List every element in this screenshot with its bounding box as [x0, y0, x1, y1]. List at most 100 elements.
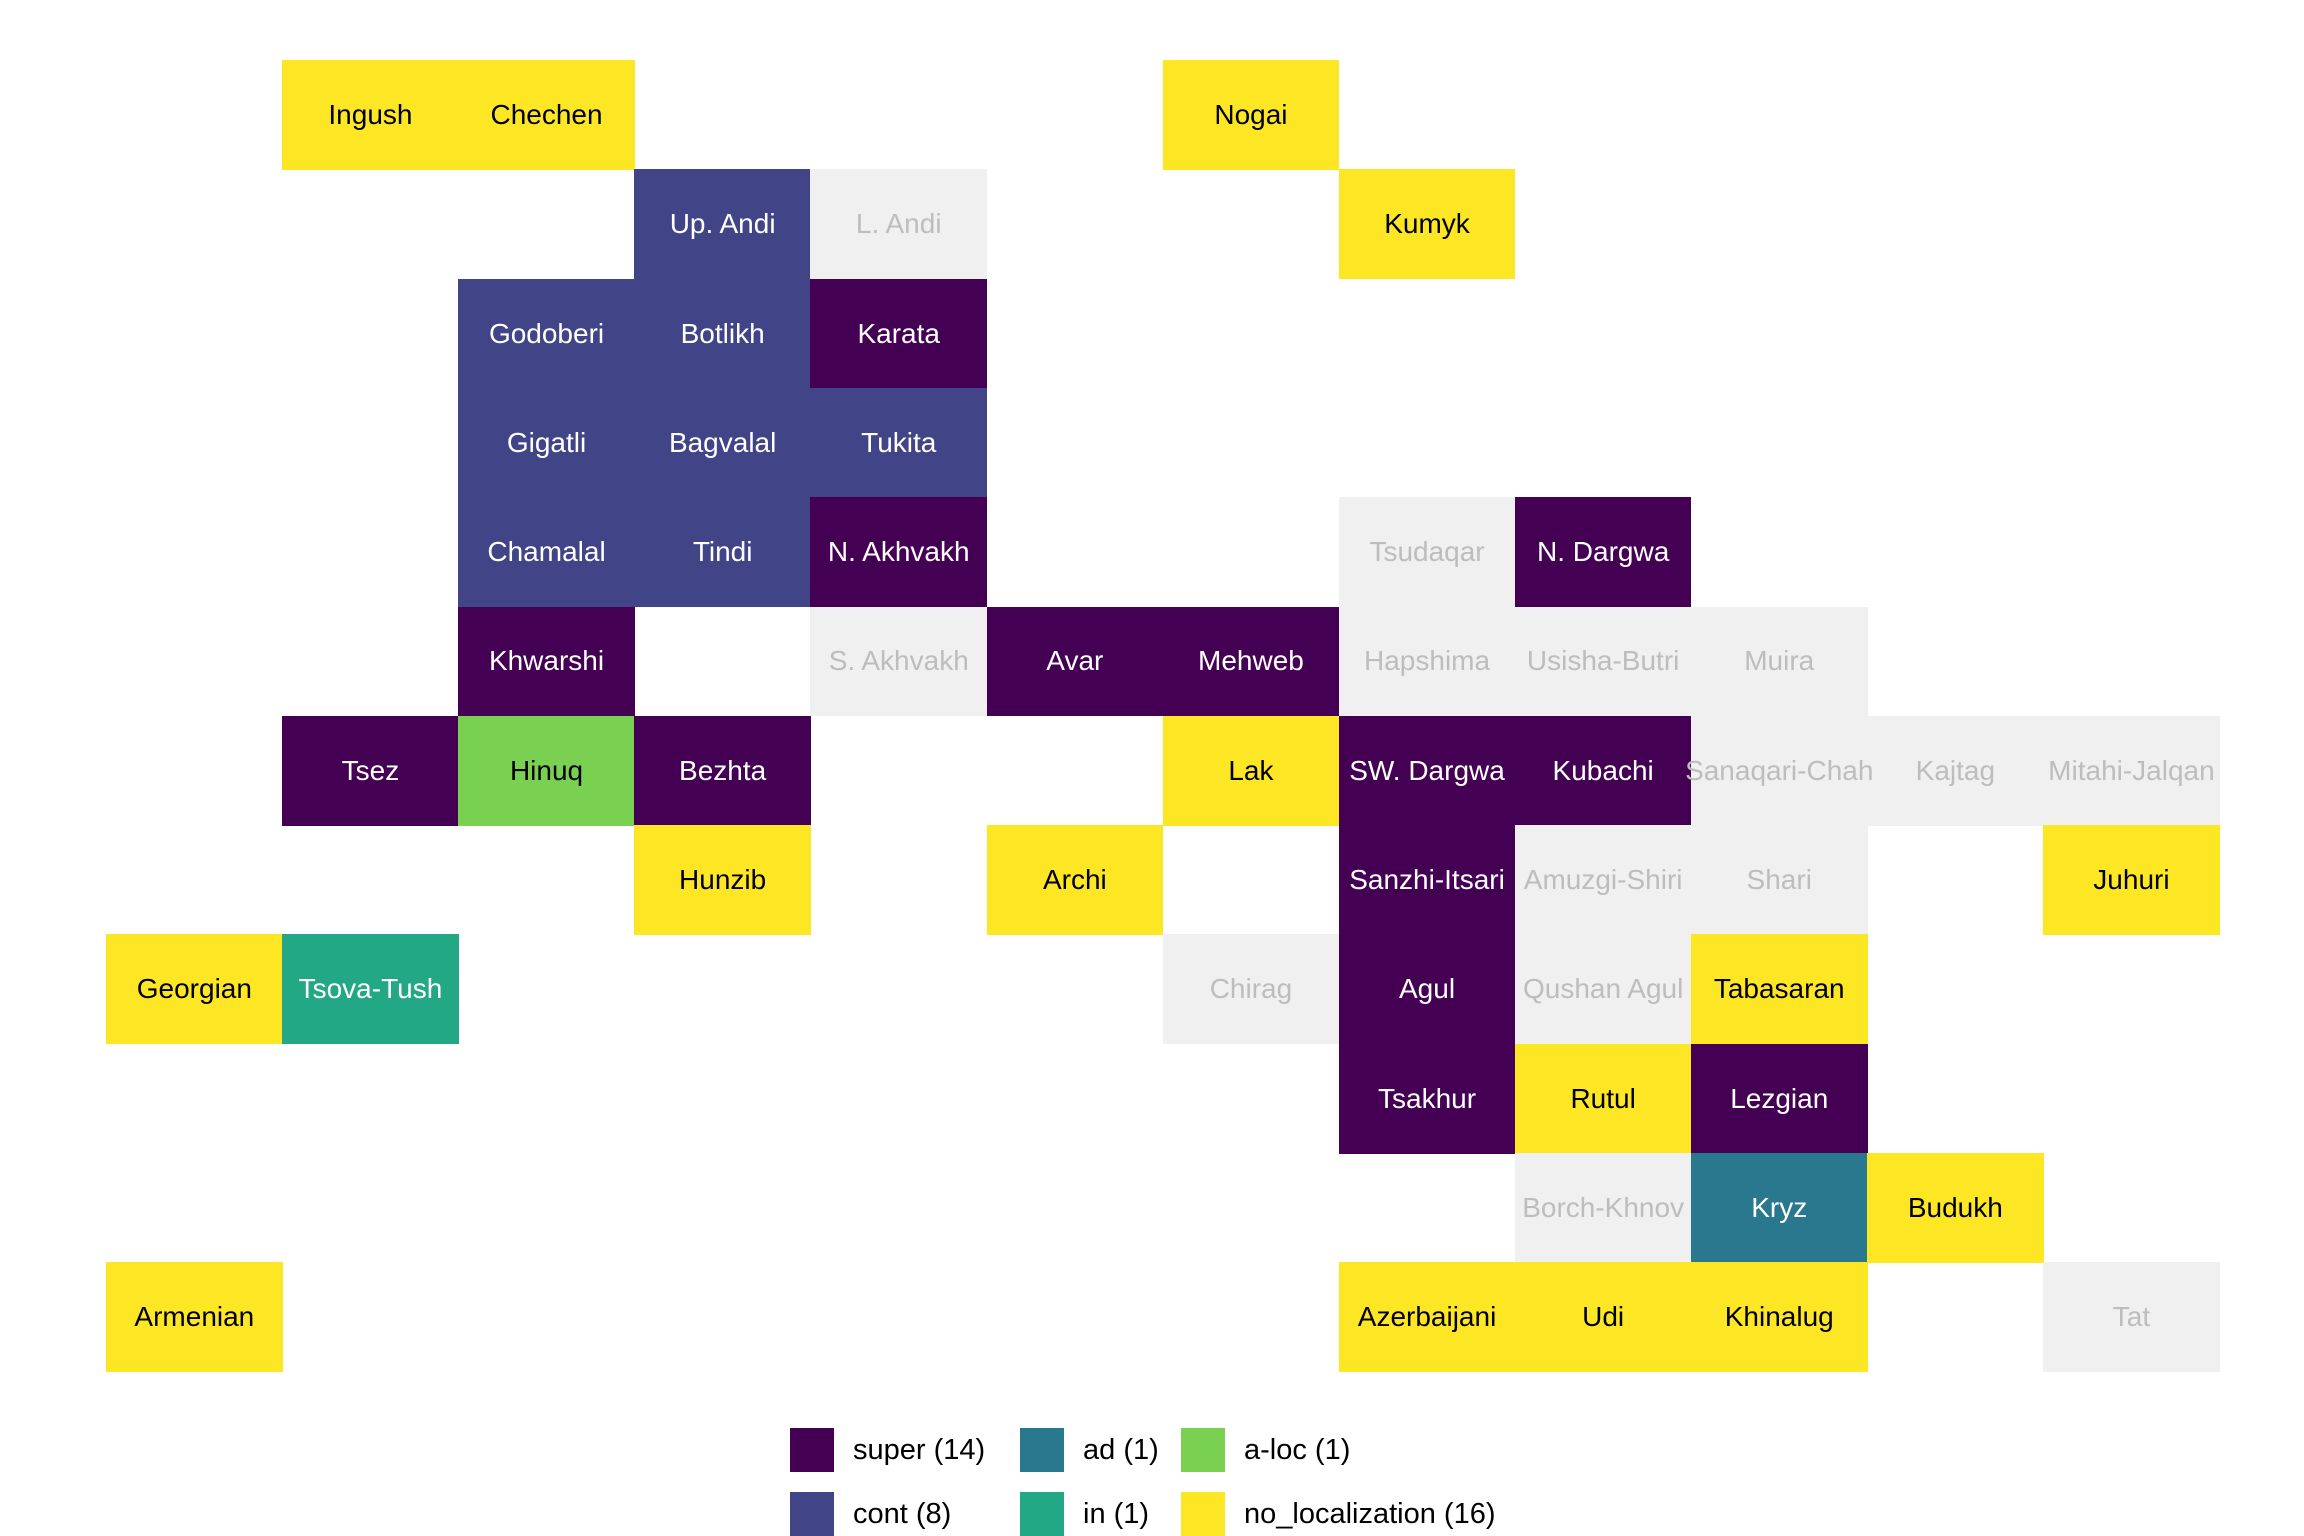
cell-label: Shari — [1746, 864, 1812, 896]
cell-chirag: Chirag — [1162, 934, 1340, 1045]
cell-label: Khwarshi — [488, 645, 605, 677]
cell-label: Lak — [1228, 754, 1274, 786]
cell-hinuq: Hinuq — [458, 715, 635, 826]
cell-azerbaijani: Azerbaijani — [1338, 1262, 1516, 1373]
cell-label: Muira — [1744, 645, 1815, 677]
cell-label: Botlikh — [680, 317, 765, 349]
cell-label: Agul — [1399, 973, 1456, 1005]
cell-hunzib: Hunzib — [634, 825, 811, 935]
legend-swatch-super — [790, 1428, 834, 1472]
cell-label: Borch-Khnov — [1522, 1191, 1685, 1223]
cell-label: Chamalal — [487, 536, 606, 568]
cell-qushan-agul: Qushan Agul — [1514, 934, 1692, 1045]
cell-label: Bagvalal — [668, 426, 777, 458]
cell-s-akhvakh: S. Akhvakh — [810, 606, 988, 717]
cell-ingush: Ingush — [282, 60, 459, 170]
cell-lezgian: Lezgian — [1690, 1043, 1868, 1154]
cell-label: Usisha-Butri — [1526, 645, 1680, 677]
cell-label: Tukita — [861, 426, 937, 458]
cell-tsudaqar: Tsudaqar — [1338, 497, 1516, 608]
cell-label: Georgian — [136, 973, 252, 1005]
cell-sanaqari-chah: Sanaqari-Chah — [1685, 715, 1873, 826]
cell-botlikh: Botlikh — [634, 278, 811, 389]
cell-label: Avar — [1046, 645, 1104, 677]
cell-tabasaran: Tabasaran — [1690, 934, 1868, 1045]
cell-label: Mitahi-Jalqan — [2048, 754, 2215, 786]
cell-label: Tsakhur — [1378, 1082, 1477, 1114]
cell-agul: Agul — [1338, 934, 1516, 1045]
cell-avar: Avar — [986, 606, 1164, 717]
cell-label: Azerbaijani — [1357, 1301, 1497, 1333]
cell-label: Sanaqari-Chah — [1685, 754, 1874, 786]
legend-label-no-localization: no_localization (16) — [1244, 1497, 1496, 1530]
cell-n-dargwa: N. Dargwa — [1514, 497, 1692, 608]
cell-label: Mehweb — [1198, 645, 1304, 677]
cell-amuzgi-shiri: Amuzgi-Shiri — [1514, 825, 1692, 935]
cell-label: Chirag — [1209, 973, 1293, 1005]
cell-kumyk: Kumyk — [1338, 169, 1516, 280]
legend-label-ad: ad (1) — [1083, 1433, 1159, 1466]
legend-label-a-loc: a-loc (1) — [1244, 1433, 1351, 1466]
cell-usisha-butri: Usisha-Butri — [1514, 606, 1692, 717]
cell-lak: Lak — [1162, 715, 1340, 826]
cell-tsova-tush: Tsova-Tush — [282, 934, 459, 1045]
cell-label: N. Akhvakh — [827, 536, 970, 568]
cell-label: Lezgian — [1730, 1082, 1829, 1114]
cell-hapshima: Hapshima — [1338, 606, 1516, 717]
cell-label: Chechen — [490, 98, 603, 130]
cell-bagvalal: Bagvalal — [634, 387, 811, 498]
cell-sanzhi-itsari: Sanzhi-Itsari — [1338, 825, 1516, 935]
cell-label: Tsova-Tush — [298, 973, 443, 1005]
cell-borch-khnov: Borch-Khnov — [1514, 1153, 1692, 1263]
cell-label: Tsudaqar — [1369, 536, 1485, 568]
cell-nogai: Nogai — [1162, 60, 1340, 170]
cell-label: SW. Dargwa — [1349, 754, 1505, 786]
cell-l-andi: L. Andi — [810, 169, 988, 280]
cell-label: L. Andi — [855, 208, 942, 240]
cell-label: Armenian — [134, 1301, 255, 1333]
legend-label-cont: cont (8) — [853, 1497, 952, 1530]
cell-rutul: Rutul — [1514, 1043, 1692, 1154]
cell-label: Tindi — [692, 536, 753, 568]
cell-tsez: Tsez — [282, 715, 459, 826]
cell-chamalal: Chamalal — [458, 497, 635, 608]
legend-swatch-cont — [790, 1492, 834, 1536]
cell-label: Bezhta — [679, 754, 767, 786]
cell-label: Nogai — [1214, 98, 1288, 130]
cell-label: Up. Andi — [669, 208, 776, 240]
cell-budukh: Budukh — [1867, 1153, 2044, 1263]
cell-label: Udi — [1582, 1301, 1625, 1333]
cell-sw-dargwa: SW. Dargwa — [1338, 715, 1516, 826]
cell-label: Qushan Agul — [1522, 973, 1684, 1005]
cell-label: Amuzgi-Shiri — [1523, 864, 1683, 896]
cell-karata: Karata — [810, 278, 988, 389]
cell-label: Hunzib — [679, 864, 767, 896]
cell-muira: Muira — [1690, 606, 1868, 717]
cell-khwarshi: Khwarshi — [458, 606, 635, 717]
cell-label: Rutul — [1570, 1082, 1636, 1114]
cell-label: N. Dargwa — [1537, 536, 1670, 568]
cell-bezhta: Bezhta — [634, 715, 811, 826]
cell-kryz: Kryz — [1690, 1153, 1868, 1263]
cell-label: Sanzhi-Itsari — [1349, 864, 1505, 896]
cell-georgian: Georgian — [106, 934, 283, 1045]
cell-label: Godoberi — [488, 317, 605, 349]
legend-label-super: super (14) — [853, 1433, 986, 1466]
cell-label: Ingush — [328, 98, 413, 130]
cell-kubachi: Kubachi — [1514, 715, 1692, 826]
cell-label: Hapshima — [1364, 645, 1491, 677]
cell-archi: Archi — [986, 825, 1164, 935]
cell-mitahi-jalqan: Mitahi-Jalqan — [2043, 715, 2220, 826]
cell-up-andi: Up. Andi — [634, 169, 811, 280]
legend-swatch-in — [1020, 1492, 1064, 1536]
cell-label: Khinalug — [1724, 1301, 1834, 1333]
cell-tukita: Tukita — [810, 387, 988, 498]
cell-kajtag: Kajtag — [1867, 715, 2044, 826]
cell-label: Kajtag — [1915, 754, 1996, 786]
legend-label-in: in (1) — [1083, 1497, 1150, 1530]
cell-label: S. Akhvakh — [828, 645, 969, 677]
cell-label: Kumyk — [1384, 208, 1470, 240]
cell-godoberi: Godoberi — [458, 278, 635, 389]
cell-gigatli: Gigatli — [458, 387, 635, 498]
